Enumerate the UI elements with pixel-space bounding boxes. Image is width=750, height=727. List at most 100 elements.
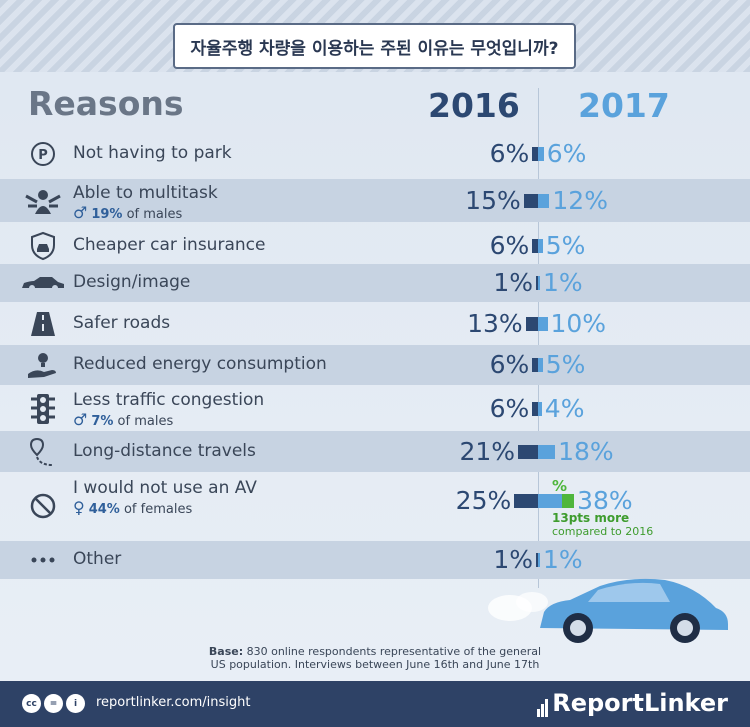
site-link[interactable]: reportlinker.com/insight	[96, 695, 251, 710]
value-2017-label: 5%	[545, 231, 586, 260]
bar-2017	[538, 239, 543, 253]
reason-label: Cheaper car insurance	[73, 235, 266, 255]
attribution-icon: i	[66, 694, 85, 713]
reason-subnote: ♂ 7% of males	[73, 410, 173, 429]
subnote-text: of males	[122, 207, 183, 222]
value-2017-label: 1%	[543, 545, 583, 574]
value-2016-label: 13%	[467, 309, 523, 338]
no-sign-icon	[20, 489, 66, 523]
reason-label: Not having to park	[73, 143, 232, 163]
value-2017-label: 5%	[545, 350, 586, 379]
bar-2017	[538, 401, 542, 416]
value-2016-label: 21%	[459, 436, 516, 466]
car-icon	[20, 266, 66, 300]
column-divider	[538, 88, 539, 588]
bar-2017	[538, 444, 556, 459]
bar-2016	[525, 317, 538, 331]
subnote-percent: 19%	[91, 207, 123, 222]
multitask-icon	[20, 184, 66, 218]
bar-2017	[538, 553, 540, 567]
reasons-header: Reasons	[28, 84, 184, 123]
brand-bars-icon	[537, 689, 549, 717]
reason-row: Long-distance travels 21% 18%	[0, 431, 750, 472]
bar-2017	[538, 193, 550, 208]
value-2016-label: 15%	[465, 185, 521, 215]
value-2016-label: 1%	[493, 545, 533, 574]
bar-2016	[536, 553, 538, 567]
reason-label: Able to multitask	[73, 183, 218, 203]
footnote-line-2: US population. Interviews between June 1…	[210, 658, 540, 671]
car-illustration	[488, 578, 728, 643]
footnote-label: Base:	[208, 645, 244, 658]
bar-2016	[532, 147, 538, 161]
reason-label: Reduced energy consumption	[73, 354, 327, 374]
reason-row: Reduced energy consumption 6% 5%	[0, 345, 750, 385]
reason-row: Design/image 1% 1%	[0, 264, 750, 302]
bar-2017	[538, 317, 548, 331]
reason-subnote: ♀ 44% of females	[73, 498, 192, 517]
reason-label: Design/image	[73, 272, 191, 292]
highlight-note-2: compared to 2016	[552, 525, 654, 538]
footnote-line-1: 830 online respondents representative of…	[246, 645, 542, 658]
bar-2017-increase	[561, 494, 575, 508]
reason-label: Safer roads	[73, 313, 171, 333]
road-icon	[20, 307, 66, 341]
value-2016-label: 6%	[489, 231, 530, 260]
bar-2016	[514, 494, 538, 508]
highlight-note-1: 13pts more	[552, 511, 630, 525]
energy-hand-icon	[20, 348, 66, 382]
value-2016-label: 6%	[489, 139, 530, 168]
bar-2016	[518, 444, 538, 459]
value-2017-label: 1%	[543, 268, 583, 297]
bar-2016	[532, 239, 538, 253]
reason-row: P Not having to park 6% 6%	[0, 136, 750, 172]
svg-text:P: P	[38, 148, 48, 163]
reason-subnote: ♂ 19% of males	[73, 203, 182, 222]
value-2017-label: 12%	[552, 185, 608, 215]
value-2016-label: 1%	[493, 268, 533, 297]
parking-icon: P	[20, 137, 66, 171]
creative-commons-icon: cc	[22, 694, 41, 713]
highlight-percent-icon: %	[552, 477, 568, 495]
bar-2017	[538, 147, 544, 161]
subnote-percent: 7%	[91, 414, 114, 429]
value-2017-label: 6%	[546, 139, 587, 168]
bar-2016	[536, 276, 538, 290]
bar-2016	[532, 401, 538, 416]
reason-label: Other	[73, 549, 122, 569]
reason-row: Less traffic congestion ♂ 7% of males 6% 4%	[0, 386, 750, 431]
reason-label: Less traffic congestion	[73, 390, 265, 410]
route-pin-icon	[20, 435, 66, 469]
footnote: Base: 830 online respondents representat…	[0, 645, 750, 671]
reason-label: I would not use an AV	[73, 478, 257, 498]
male-icon: ♂	[73, 410, 88, 429]
year-2017-header: 2017	[578, 86, 670, 125]
reason-row: Cheaper car insurance 6% 5%	[0, 228, 750, 264]
value-2016-label: 25%	[455, 486, 512, 515]
ellipsis-icon	[20, 543, 66, 577]
value-2017-label: 18%	[558, 436, 614, 466]
male-icon: ♂	[73, 203, 88, 222]
brand-logo: ReportLinker	[537, 689, 728, 717]
value-2017-label: 10%	[550, 309, 607, 338]
bar-2017	[538, 276, 540, 290]
bar-2017	[538, 494, 562, 508]
reason-label: Long-distance travels	[73, 440, 256, 461]
bar-2016	[523, 193, 538, 208]
subnote-text: of males	[113, 414, 174, 429]
year-2016-header: 2016	[428, 86, 520, 125]
reason-row: Other 1% 1%	[0, 541, 750, 579]
female-icon: ♀	[73, 498, 85, 517]
reason-row: Safer roads 13% 10%	[0, 305, 750, 343]
value-2017-label: 4%	[544, 393, 585, 423]
reason-row: I would not use an AV ♀ 44% of females 25% 3…	[0, 474, 750, 537]
bar-2016	[532, 358, 538, 372]
insurance-shield-icon	[20, 229, 66, 263]
value-2016-label: 6%	[489, 350, 530, 379]
license-icons: cc = i	[22, 694, 85, 713]
brand-name: ReportLinker	[552, 689, 728, 717]
chart-title: 자율주행 차량을 이용하는 주된 이유는 무엇입니까?	[173, 23, 576, 69]
value-2016-label: 6%	[489, 393, 530, 423]
value-2017-label: 38%	[577, 486, 633, 515]
